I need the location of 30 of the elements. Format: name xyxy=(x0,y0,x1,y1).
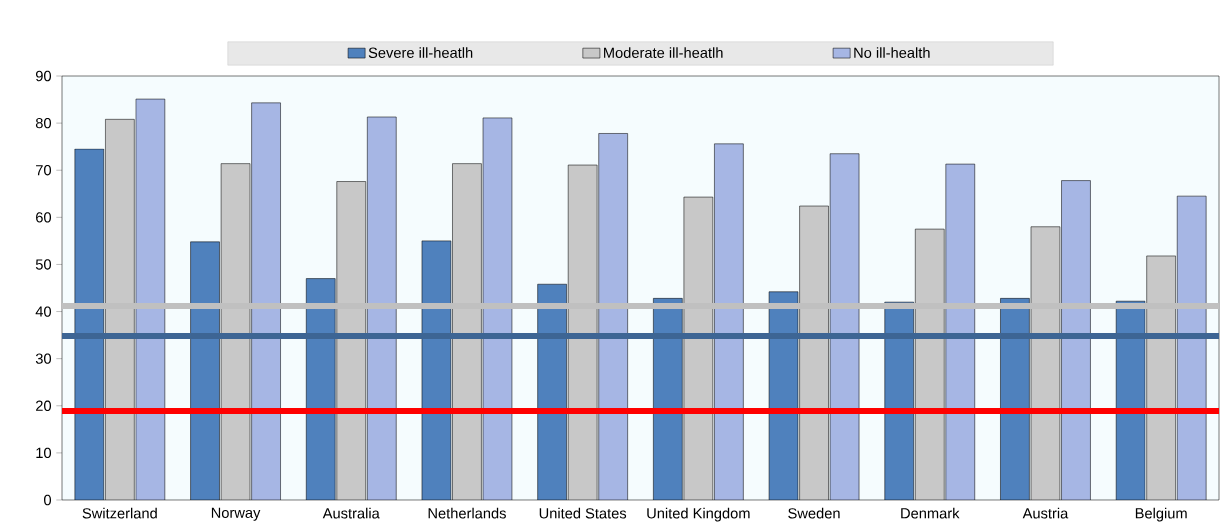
legend-label: Severe ill-heatlh xyxy=(368,47,473,58)
legend-label: No ill-health xyxy=(854,47,930,58)
x-tick-label: Australia xyxy=(322,507,380,519)
bar xyxy=(1061,180,1091,500)
y-tick-label: 60 xyxy=(36,212,52,223)
y-tick-label: 0 xyxy=(44,494,52,506)
bar xyxy=(367,116,397,500)
x-tick-label: Switzerland xyxy=(82,507,157,519)
y-tick-label: 30 xyxy=(35,353,52,364)
bar xyxy=(1176,195,1207,500)
y-tick-label: 40 xyxy=(35,306,52,317)
x-tick-label: Austria xyxy=(1022,507,1069,519)
x-tick-label: Norway xyxy=(211,507,261,521)
x-tick-label: United States xyxy=(539,507,627,519)
x-tick-label: Denmark xyxy=(901,507,960,519)
bar xyxy=(251,102,281,500)
y-tick-label: 10 xyxy=(36,447,52,459)
x-tick-label: Netherlands xyxy=(428,507,506,519)
y-tick-label: 70 xyxy=(36,165,52,176)
bar xyxy=(598,133,628,500)
x-tick-label: Belgium xyxy=(1135,507,1187,522)
x-tick-label: United Kingdom xyxy=(647,507,750,522)
bar xyxy=(945,163,976,500)
y-tick-label: 80 xyxy=(35,117,52,129)
y-tick-label: 20 xyxy=(36,400,52,411)
y-tick-label: 90 xyxy=(35,70,52,82)
x-tick-label: Sweden xyxy=(788,507,840,519)
bar xyxy=(714,143,744,500)
y-tick-label: 50 xyxy=(35,259,52,270)
legend-label: Moderate ill-heatlh xyxy=(604,47,723,58)
